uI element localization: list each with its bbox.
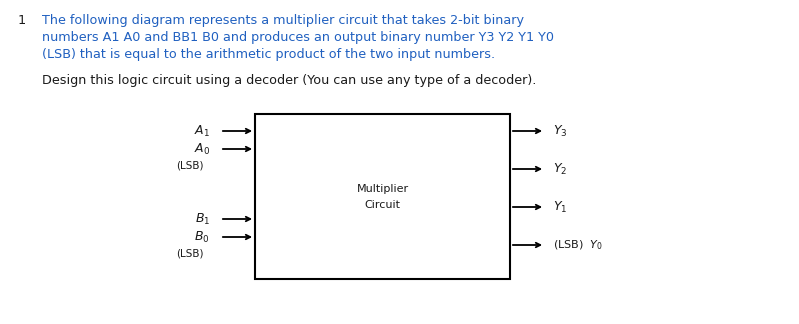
Text: Design this logic circuit using a decoder (You can use any type of a decoder).: Design this logic circuit using a decode… (42, 74, 536, 87)
Text: 1: 1 (18, 14, 26, 27)
Text: $A_1$: $A_1$ (194, 123, 210, 139)
Text: Multiplier: Multiplier (356, 183, 408, 193)
Text: $A_0$: $A_0$ (194, 142, 210, 156)
Text: numbers A1 A0 and BB1 B0 and produces an output binary number Y3 Y2 Y1 Y0: numbers A1 A0 and BB1 B0 and produces an… (42, 31, 554, 44)
Text: $B_0$: $B_0$ (194, 229, 210, 245)
Text: $Y_2$: $Y_2$ (553, 161, 567, 177)
Text: (LSB) that is equal to the arithmetic product of the two input numbers.: (LSB) that is equal to the arithmetic pr… (42, 48, 495, 61)
Text: The following diagram represents a multiplier circuit that takes 2-bit binary: The following diagram represents a multi… (42, 14, 524, 27)
Text: $Y_3$: $Y_3$ (553, 123, 567, 139)
Text: (LSB): (LSB) (177, 160, 204, 170)
Text: (LSB)  $Y_0$: (LSB) $Y_0$ (553, 238, 602, 252)
Bar (255, 114, 510, 279)
Text: $B_1$: $B_1$ (195, 212, 210, 226)
Text: $Y_1$: $Y_1$ (553, 200, 567, 214)
Text: Circuit: Circuit (364, 200, 400, 210)
Text: (LSB): (LSB) (177, 248, 204, 258)
